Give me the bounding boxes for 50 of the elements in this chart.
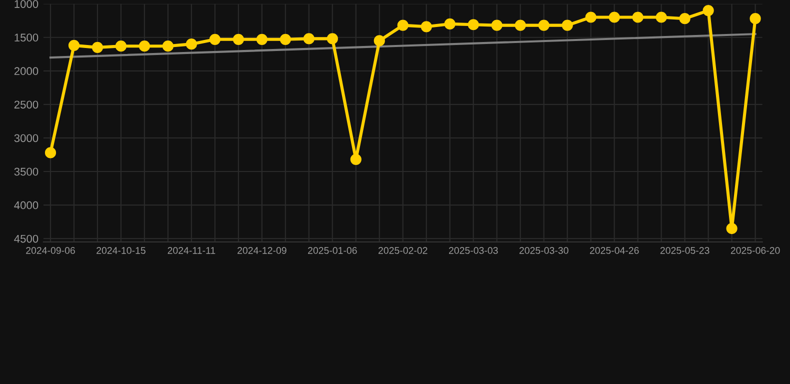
y-tick-label: 3000 [14,134,38,142]
point [92,42,104,53]
point [138,40,150,52]
point [162,40,174,52]
point [538,20,550,31]
y-tick-label: 1500 [14,34,38,42]
point [420,21,432,32]
point [232,34,244,45]
y-tick-label: 3500 [14,168,38,176]
x-tick-label: 2025-03-30 [519,247,568,254]
x-tick-label: 2025-03-03 [449,247,498,254]
x-tick-label: 2025-05-23 [660,247,710,254]
point [115,40,127,52]
y-tick-label: 2500 [14,100,38,109]
point [608,12,620,23]
x-tick-label: 2025-06-20 [730,247,780,254]
point [350,154,362,165]
x-tick-label: 2025-04-26 [590,247,639,254]
point [256,34,268,45]
x-tick-label: 2024-09-06 [26,247,75,254]
x-tick-label: 2024-10-15 [96,247,146,254]
point [514,20,526,31]
point [491,20,502,31]
point [397,20,408,31]
point [303,33,314,44]
point [750,13,761,24]
point [326,33,338,44]
x-tick-label: 2024-12-09 [238,247,286,254]
point [702,4,714,16]
point [632,12,644,23]
point [726,222,738,234]
point [68,40,80,51]
x-tick-label: 2025-02-02 [378,247,428,254]
y-tick-label: 4500 [14,234,38,243]
y-tick-label: 1000 [14,0,38,8]
point [444,18,456,30]
point [562,20,573,31]
point [679,13,690,24]
point [209,34,221,45]
x-tick-label: 2025-01-06 [308,247,357,254]
point [585,12,596,23]
y-tick-label: 2000 [14,67,38,76]
y-tick-label: 4000 [14,201,38,210]
point [186,38,198,50]
point [44,147,56,158]
point [374,35,385,46]
point [656,12,667,23]
x-tick-label: 2024-11-11 [168,247,216,254]
point [468,19,479,30]
point [280,34,291,45]
